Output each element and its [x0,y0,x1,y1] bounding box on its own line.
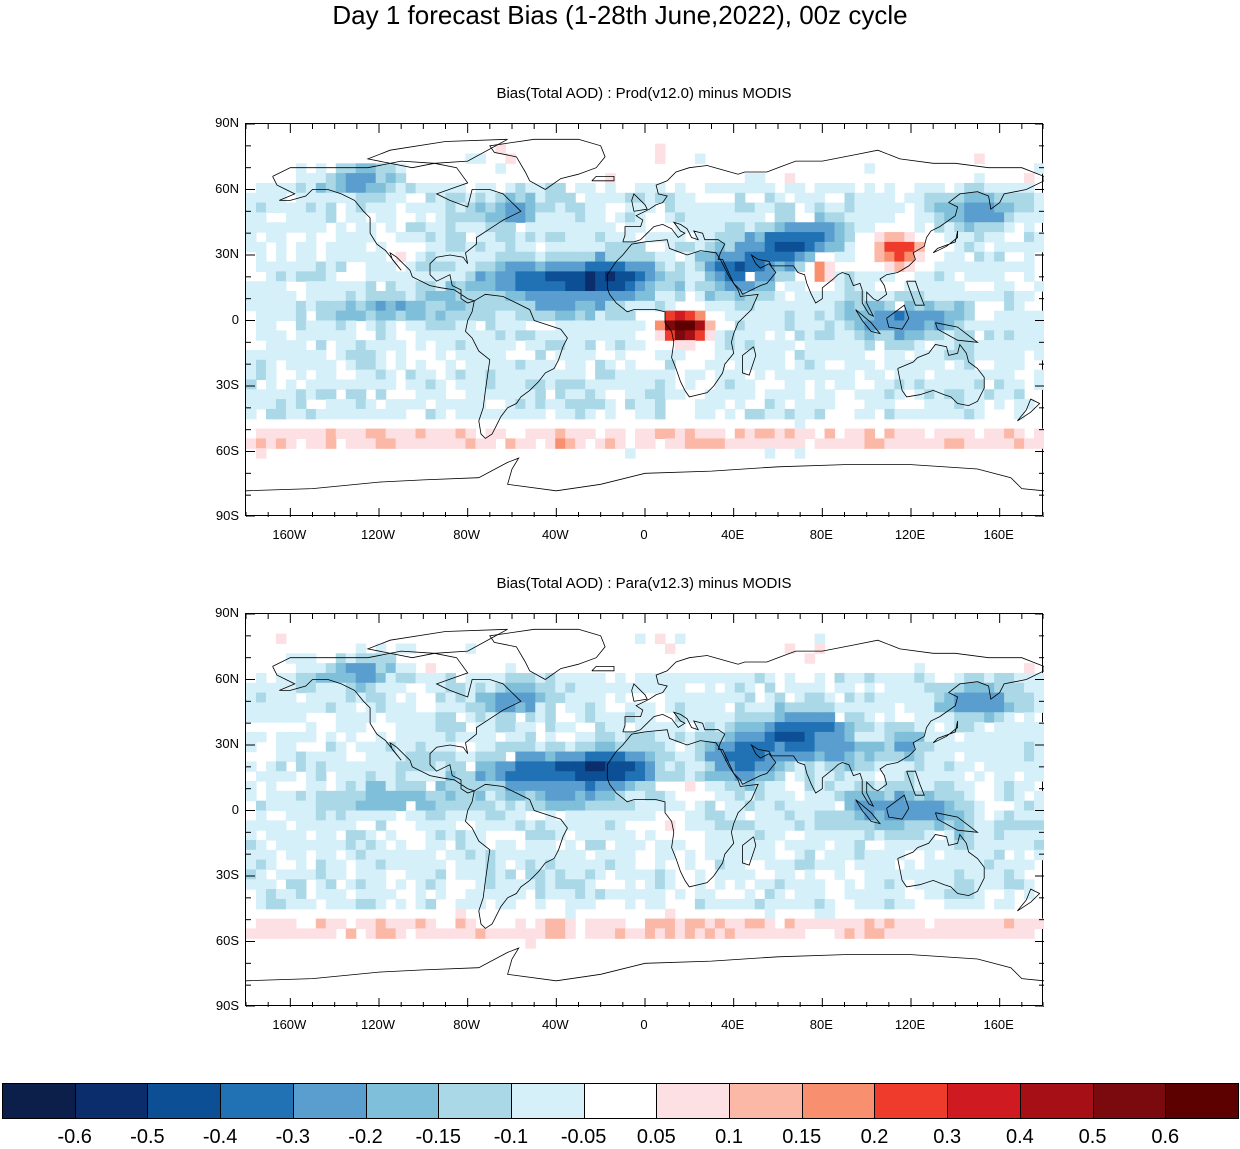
colorbar-box [656,1083,731,1119]
lon-tick-label: 120E [894,527,926,542]
colorbar-box [438,1083,512,1119]
colorbar-label: -0.05 [560,1126,607,1148]
lat-tick-label: 90N [215,115,239,130]
colorbar-box [147,1083,222,1119]
lat-tick-label: 0 [231,801,239,817]
page-title: Day 1 forecast Bias (1-28th June,2022), … [332,0,908,30]
lon-tick-label: 80E [809,527,833,542]
lon-tick-label: 40W [541,1017,569,1032]
lon-tick-label: 120W [361,527,395,542]
lon-tick-label: 0 [640,527,648,542]
map-plot [246,124,1044,517]
colorbar-box [292,1083,367,1119]
colorbar-label: 0.1 [715,1126,743,1148]
colorbar-box [874,1083,949,1119]
colorbar-label: -0.15 [415,1126,462,1148]
lon-tick-label: 160E [983,1017,1014,1032]
lat-tick-label: 60N [215,180,239,196]
lon-tick-label: 120W [361,1017,395,1032]
lon-tick-label: 120E [894,1017,926,1032]
lon-tick-label: 160E [983,527,1014,542]
colorbar-label: 0.3 [933,1126,962,1148]
lat-tick-label: 60S [215,442,239,458]
lat-tick-label: 30N [215,246,239,261]
lon-tick-label: 80E [809,1017,833,1032]
map-plot [246,614,1044,1007]
lon-tick-label: 160W [272,1017,307,1032]
colorbar-label: -0.4 [202,1126,238,1148]
colorbar-label: 0.5 [1078,1126,1107,1148]
map-frame [245,123,1044,517]
colorbar-label: -0.3 [275,1126,311,1148]
map-frame [245,613,1044,1007]
colorbar-box [947,1083,1021,1119]
colorbar-box [365,1083,440,1119]
colorbar-label: -0.2 [348,1126,383,1148]
colorbar-box [1092,1083,1167,1119]
lon-tick-label: 40W [541,527,569,542]
colorbar-label: -0.1 [493,1126,529,1148]
panel-title: Bias(Total AOD) : Para(v12.3) minus MODI… [496,575,792,592]
colorbar-box [74,1083,149,1119]
lat-tick-label: 30S [215,377,239,392]
lat-tick-label: 0 [231,311,239,327]
bias-field [246,633,1044,949]
lon-tick-label: 160W [272,527,307,542]
colorbar-box [220,1083,294,1119]
colorbar-box [2,1083,76,1119]
lon-tick-label: 0 [640,1017,648,1032]
lat-tick-label: 90S [215,998,239,1013]
lon-tick-label: 80W [453,1017,481,1032]
axis-ticks [246,614,1044,1007]
lat-tick-label: 30S [215,867,239,882]
axis-ticks [246,124,1044,517]
lat-tick-label: 60S [215,932,239,948]
lat-tick-label: 90N [215,605,239,620]
coastlines [246,138,1044,492]
colorbar-box [583,1083,658,1119]
colorbar [2,1083,1239,1119]
colorbar-box [510,1083,585,1119]
colorbar-box [1165,1083,1239,1119]
lat-tick-label: 30N [215,736,239,751]
colorbar-label: 0.2 [860,1126,889,1148]
colorbar-box [729,1083,803,1119]
lon-tick-label: 40E [721,1017,745,1032]
map-panel-para: Bias(Total AOD) : Para(v12.3) minus MODI… [0,575,1240,1045]
colorbar-label: 0.6 [1151,1126,1180,1148]
lon-tick-label: 80W [453,527,481,542]
lat-tick-label: 60N [215,670,239,686]
panel-title: Bias(Total AOD) : Prod(v12.0) minus MODI… [496,85,792,102]
colorbar-label: 0.4 [1005,1126,1034,1148]
colorbar-label: 0.05 [636,1126,676,1148]
colorbar-label: -0.6 [57,1126,92,1148]
colorbar-label: 0.15 [782,1126,822,1148]
colorbar-label: -0.5 [130,1126,165,1148]
map-panel-prod: Bias(Total AOD) : Prod(v12.0) minus MODI… [0,85,1240,555]
colorbar-box [1019,1083,1094,1119]
colorbar-box [801,1083,876,1119]
coastlines [246,628,1044,982]
lon-tick-label: 40E [721,527,745,542]
lat-tick-label: 90S [215,508,239,523]
bias-field [246,143,1044,459]
